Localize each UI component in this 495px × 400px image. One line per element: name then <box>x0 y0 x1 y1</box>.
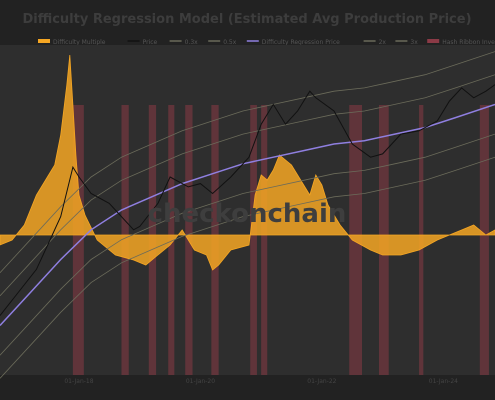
legend-label: 3x <box>410 39 418 46</box>
x-axis-ticks: 01-Jan-18 01-Jan-20 01-Jan-22 01-Jan-24 <box>64 378 458 385</box>
difficulty-multiple-area <box>0 54 495 271</box>
x-tick-label: 01-Jan-18 <box>64 378 93 385</box>
legend-label: Difficulty Regression Price <box>262 39 340 46</box>
legend: Difficulty Multiple Price 0.3x 0.5x Difficul… <box>38 39 495 46</box>
regression-multiple-band <box>0 74 495 297</box>
hash-ribbon-band <box>261 105 268 375</box>
legend-label: 0.3x <box>185 39 199 46</box>
legend-label: Difficulty Multiple <box>53 39 106 46</box>
hash-ribbon-band <box>479 105 489 375</box>
price-line <box>0 84 495 316</box>
regression-multiple-band <box>0 51 495 273</box>
legend-label: 2x <box>379 39 387 46</box>
regression-multiple-band <box>0 156 495 379</box>
legend-label: Hash Ribbon Inversion <box>442 39 495 46</box>
watermark: checkonchain <box>148 199 347 229</box>
x-tick-label: 01-Jan-22 <box>307 378 336 385</box>
price-lines-layer <box>0 51 495 379</box>
legend-label: Price <box>143 39 158 46</box>
regression-multiple-band <box>0 133 495 356</box>
hash-ribbon-band <box>250 105 257 375</box>
hash-ribbon-band <box>72 105 84 375</box>
x-tick-label: 01-Jan-20 <box>186 378 215 385</box>
chart-title: Difficulty Regression Model (Estimated A… <box>22 12 471 27</box>
legend-label: 0.5x <box>223 39 237 46</box>
x-tick-label: 01-Jan-24 <box>429 378 458 385</box>
difficulty-multiple-layer <box>0 54 495 271</box>
